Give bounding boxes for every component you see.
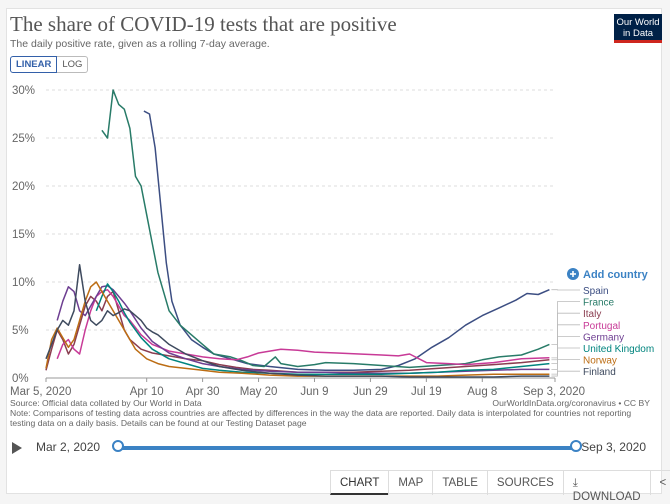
- x-tick-label: Apr 30: [186, 386, 220, 398]
- tab-map[interactable]: MAP: [388, 471, 432, 495]
- tab-sources[interactable]: SOURCES: [487, 471, 563, 495]
- y-tick-label: 25%: [12, 133, 35, 145]
- legend-label-spain[interactable]: Spain: [583, 286, 609, 297]
- x-tick-label: Sep 3, 2020: [523, 386, 585, 398]
- chart-tabs: CHART MAP TABLE SOURCES ⤓DOWNLOAD <: [330, 470, 670, 495]
- x-tick-label: Aug 8: [467, 386, 497, 398]
- legend-label-united-kingdom[interactable]: United Kingdom: [583, 344, 654, 355]
- legend-connector: [551, 348, 580, 364]
- x-tick-label: Apr 10: [130, 386, 164, 398]
- y-tick-label: 5%: [12, 325, 29, 337]
- x-axis: Mar 5, 2020 Apr 10 Apr 30 May 20 Jun 9 Jun 29…: [10, 378, 585, 398]
- legend-label-france[interactable]: France: [583, 298, 615, 309]
- timeline-end-label: Sep 3, 2020: [581, 440, 646, 454]
- y-tick-label: 30%: [12, 85, 35, 97]
- x-tick-label: May 20: [240, 386, 278, 398]
- share-button[interactable]: <: [650, 471, 670, 495]
- legend-label-norway[interactable]: Norway: [583, 356, 617, 367]
- series-line-france[interactable]: [102, 90, 550, 367]
- y-tick-label: 0%: [12, 373, 29, 385]
- play-icon[interactable]: [12, 442, 22, 454]
- y-tick-label: 15%: [12, 229, 35, 241]
- tab-download[interactable]: ⤓DOWNLOAD: [563, 471, 650, 495]
- legend-connector: [551, 360, 580, 375]
- tab-chart[interactable]: CHART: [330, 471, 388, 495]
- line-chart: 0% 5% 10% 15% 20% 25% 30% Mar 5, 2020 Apr 10 Apr…: [0, 0, 670, 400]
- y-tick-label: 20%: [12, 181, 35, 193]
- x-tick-label: Jul 19: [411, 386, 442, 398]
- timeline-start-label: Mar 2, 2020: [36, 440, 100, 454]
- series-line-italy[interactable]: [46, 292, 549, 373]
- timeline-start-handle[interactable]: [112, 440, 124, 452]
- timeline-track[interactable]: [118, 446, 576, 450]
- series-line-spain[interactable]: [144, 111, 550, 370]
- x-tick-label: Mar 5, 2020: [10, 386, 71, 398]
- legend-connector: [551, 336, 580, 369]
- legend-connector: [551, 371, 580, 376]
- legend-label-germany[interactable]: Germany: [583, 332, 624, 343]
- download-icon: ⤓: [573, 476, 578, 490]
- legend-label-portugal[interactable]: Portugal: [583, 321, 620, 332]
- timeline: Mar 2, 2020 Sep 3, 2020: [10, 440, 650, 460]
- share-icon: <: [660, 477, 667, 489]
- legend-connector: [551, 325, 580, 358]
- timeline-end-handle[interactable]: [570, 440, 582, 452]
- y-tick-label: 10%: [12, 277, 35, 289]
- legend-label-italy[interactable]: Italy: [583, 309, 601, 320]
- x-tick-label: Jun 29: [353, 386, 388, 398]
- gridlines: [46, 90, 555, 378]
- source-text: Source: Official data collated by Our Wo…: [10, 398, 202, 408]
- add-country-button[interactable]: Add country: [567, 268, 649, 281]
- x-tick-label: Jun 9: [300, 386, 328, 398]
- credit-link[interactable]: OurWorldInData.org/coronavirus • CC BY: [492, 398, 650, 408]
- note-text: Note: Comparisons of testing data across…: [10, 408, 650, 428]
- tab-table[interactable]: TABLE: [432, 471, 487, 495]
- add-country-label: Add country: [583, 269, 649, 281]
- y-axis: 0% 5% 10% 15% 20% 25% 30%: [12, 85, 35, 385]
- chart-footer: Source: Official data collated by Our Wo…: [10, 398, 650, 428]
- legend-connector: [551, 302, 580, 345]
- download-label: DOWNLOAD: [573, 491, 641, 503]
- legend-label-finland[interactable]: Finland: [583, 367, 616, 378]
- series-line-portugal[interactable]: [57, 290, 549, 365]
